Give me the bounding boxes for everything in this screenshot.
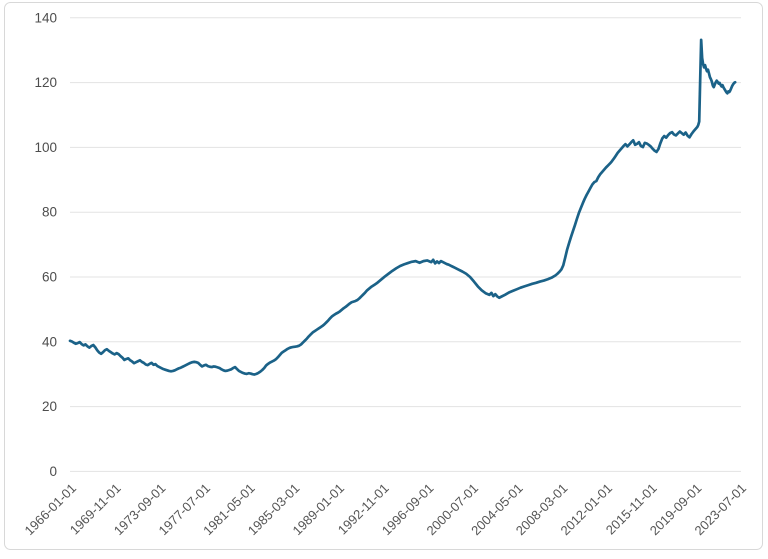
y-tick-label: 40 xyxy=(42,334,57,349)
y-tick-label: 80 xyxy=(42,205,57,220)
data-line xyxy=(68,38,737,376)
y-tick-label: 140 xyxy=(34,10,57,25)
y-tick-label: 60 xyxy=(42,270,57,285)
gridlines-layer xyxy=(70,17,741,472)
y-tick-label: 120 xyxy=(34,75,57,90)
y-axis-labels: 0 20 40 60 80 100 120 140 xyxy=(34,10,57,479)
data-series-layer xyxy=(68,38,737,376)
y-tick-label: 100 xyxy=(34,140,57,155)
y-tick-label: 20 xyxy=(42,399,57,414)
y-tick-label: 0 xyxy=(49,464,57,479)
